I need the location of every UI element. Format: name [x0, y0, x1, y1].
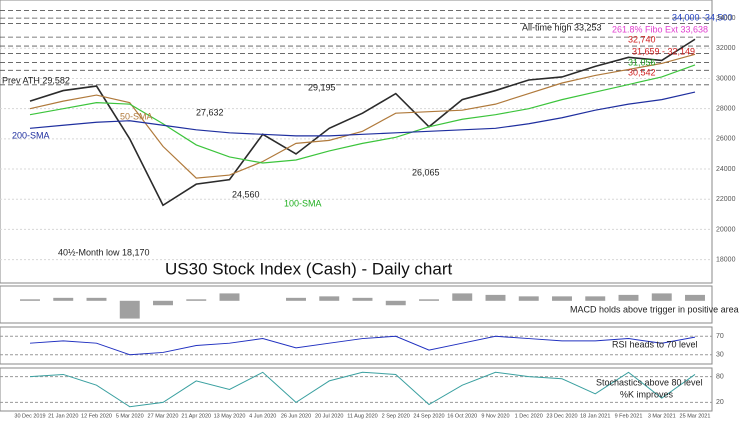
bar: [20, 299, 40, 301]
x-tick-label: 23 Dec 2020: [546, 413, 577, 419]
bar: [319, 296, 340, 301]
panel-label: %K improves: [620, 389, 674, 399]
annotation: 29,195: [308, 82, 336, 92]
annotation: 261.8% Fibo Ext 33,638: [612, 24, 708, 34]
y-tick-label: 30: [716, 352, 724, 359]
x-tick-label: 26 Jun 2020: [281, 413, 311, 419]
x-tick-label: 18 Jan 2021: [580, 413, 610, 419]
bar: [286, 297, 306, 301]
y-tick-label: 24000: [716, 166, 736, 173]
stoch-panel: [0, 367, 713, 412]
panel-label: Stochastics above 80 level: [596, 377, 703, 387]
annotation: 200-SMA: [12, 130, 50, 140]
y-tick-label: 34000: [716, 15, 736, 22]
x-tick-label: 9 Nov 2020: [481, 413, 509, 419]
annotation: 32,740: [628, 34, 656, 44]
x-tick-label: 24 Sep 2020: [413, 413, 444, 419]
y-tick-label: 80: [716, 373, 724, 380]
bar: [86, 297, 107, 301]
bar: [119, 300, 140, 319]
annotation: 26,065: [412, 167, 440, 177]
bar: [385, 300, 406, 306]
bar: [552, 296, 572, 301]
data-line: [29, 64, 696, 164]
annotation: 100-SMA: [284, 198, 322, 208]
annotation: 27,632: [196, 107, 224, 117]
y-tick-label: 20: [716, 399, 724, 406]
x-tick-label: 12 Feb 2020: [81, 413, 112, 419]
bar: [651, 293, 672, 301]
x-tick-label: 16 Oct 2020: [447, 413, 477, 419]
annotation: 50-SMA: [120, 111, 153, 121]
bar: [153, 300, 173, 306]
bar: [518, 296, 539, 301]
y-tick-label: 28000: [716, 106, 736, 113]
y-tick-label: 18000: [716, 256, 736, 263]
x-tick-label: 21 Apr 2020: [181, 413, 211, 419]
main-panel: [0, 0, 713, 284]
panel-label: RSI heads to 70 level: [612, 339, 698, 349]
x-tick-label: 2 Sep 2020: [382, 413, 410, 419]
y-tick-label: 30000: [716, 75, 736, 82]
annotation: 31,056: [628, 57, 656, 67]
x-tick-label: 30 Dec 2019: [14, 413, 45, 419]
bar: [685, 294, 705, 301]
x-tick-label: 3 Mar 2021: [648, 413, 676, 419]
bar: [419, 299, 439, 301]
bar: [452, 293, 473, 301]
annotation: 34,000 -34,500: [672, 12, 733, 22]
data-line: [29, 335, 696, 356]
annotation: 31,659 - 32,149: [632, 46, 695, 56]
chart-title: US30 Stock Index (Cash) - Daily chart: [165, 259, 452, 278]
y-tick-label: 22000: [716, 196, 736, 203]
bar: [585, 296, 606, 301]
data-line: [29, 91, 696, 137]
y-tick-label: 70: [716, 333, 724, 340]
rsi-panel: [0, 326, 713, 365]
y-tick-label: 26000: [716, 136, 736, 143]
x-tick-label: 13 May 2020: [214, 413, 246, 419]
annotation: 24,560: [232, 189, 260, 199]
x-tick-label: 21 Jan 2020: [48, 413, 78, 419]
x-tick-label: 1 Dec 2020: [515, 413, 543, 419]
y-tick-label: 32000: [716, 45, 736, 52]
bar: [352, 297, 373, 301]
annotation: All-time high 33,253: [522, 22, 602, 32]
bar: [53, 297, 74, 301]
y-tick-label: 20000: [716, 226, 736, 233]
x-tick-label: 4 Jun 2020: [249, 413, 276, 419]
data-line: [29, 38, 696, 207]
bar: [186, 299, 207, 301]
x-tick-label: 27 Mar 2020: [148, 413, 179, 419]
bar: [485, 294, 506, 301]
x-tick-label: 11 Aug 2020: [347, 413, 377, 419]
annotation: 30,542: [628, 67, 656, 77]
macd-panel: [0, 285, 713, 324]
bar: [618, 294, 639, 301]
data-line: [29, 53, 696, 179]
panel-label: MACD holds above trigger in positive are…: [570, 304, 739, 314]
x-tick-label: 25 Mar 2021: [680, 413, 711, 419]
annotation: Prev ATH 29,582: [2, 75, 70, 85]
annotation: 40½-Month low 18,170: [58, 247, 150, 257]
x-tick-label: 20 Jul 2020: [315, 413, 343, 419]
data-line: [29, 371, 696, 408]
x-tick-label: 9 Feb 2021: [615, 413, 643, 419]
x-tick-label: 5 Mar 2020: [116, 413, 144, 419]
bar: [219, 293, 240, 301]
